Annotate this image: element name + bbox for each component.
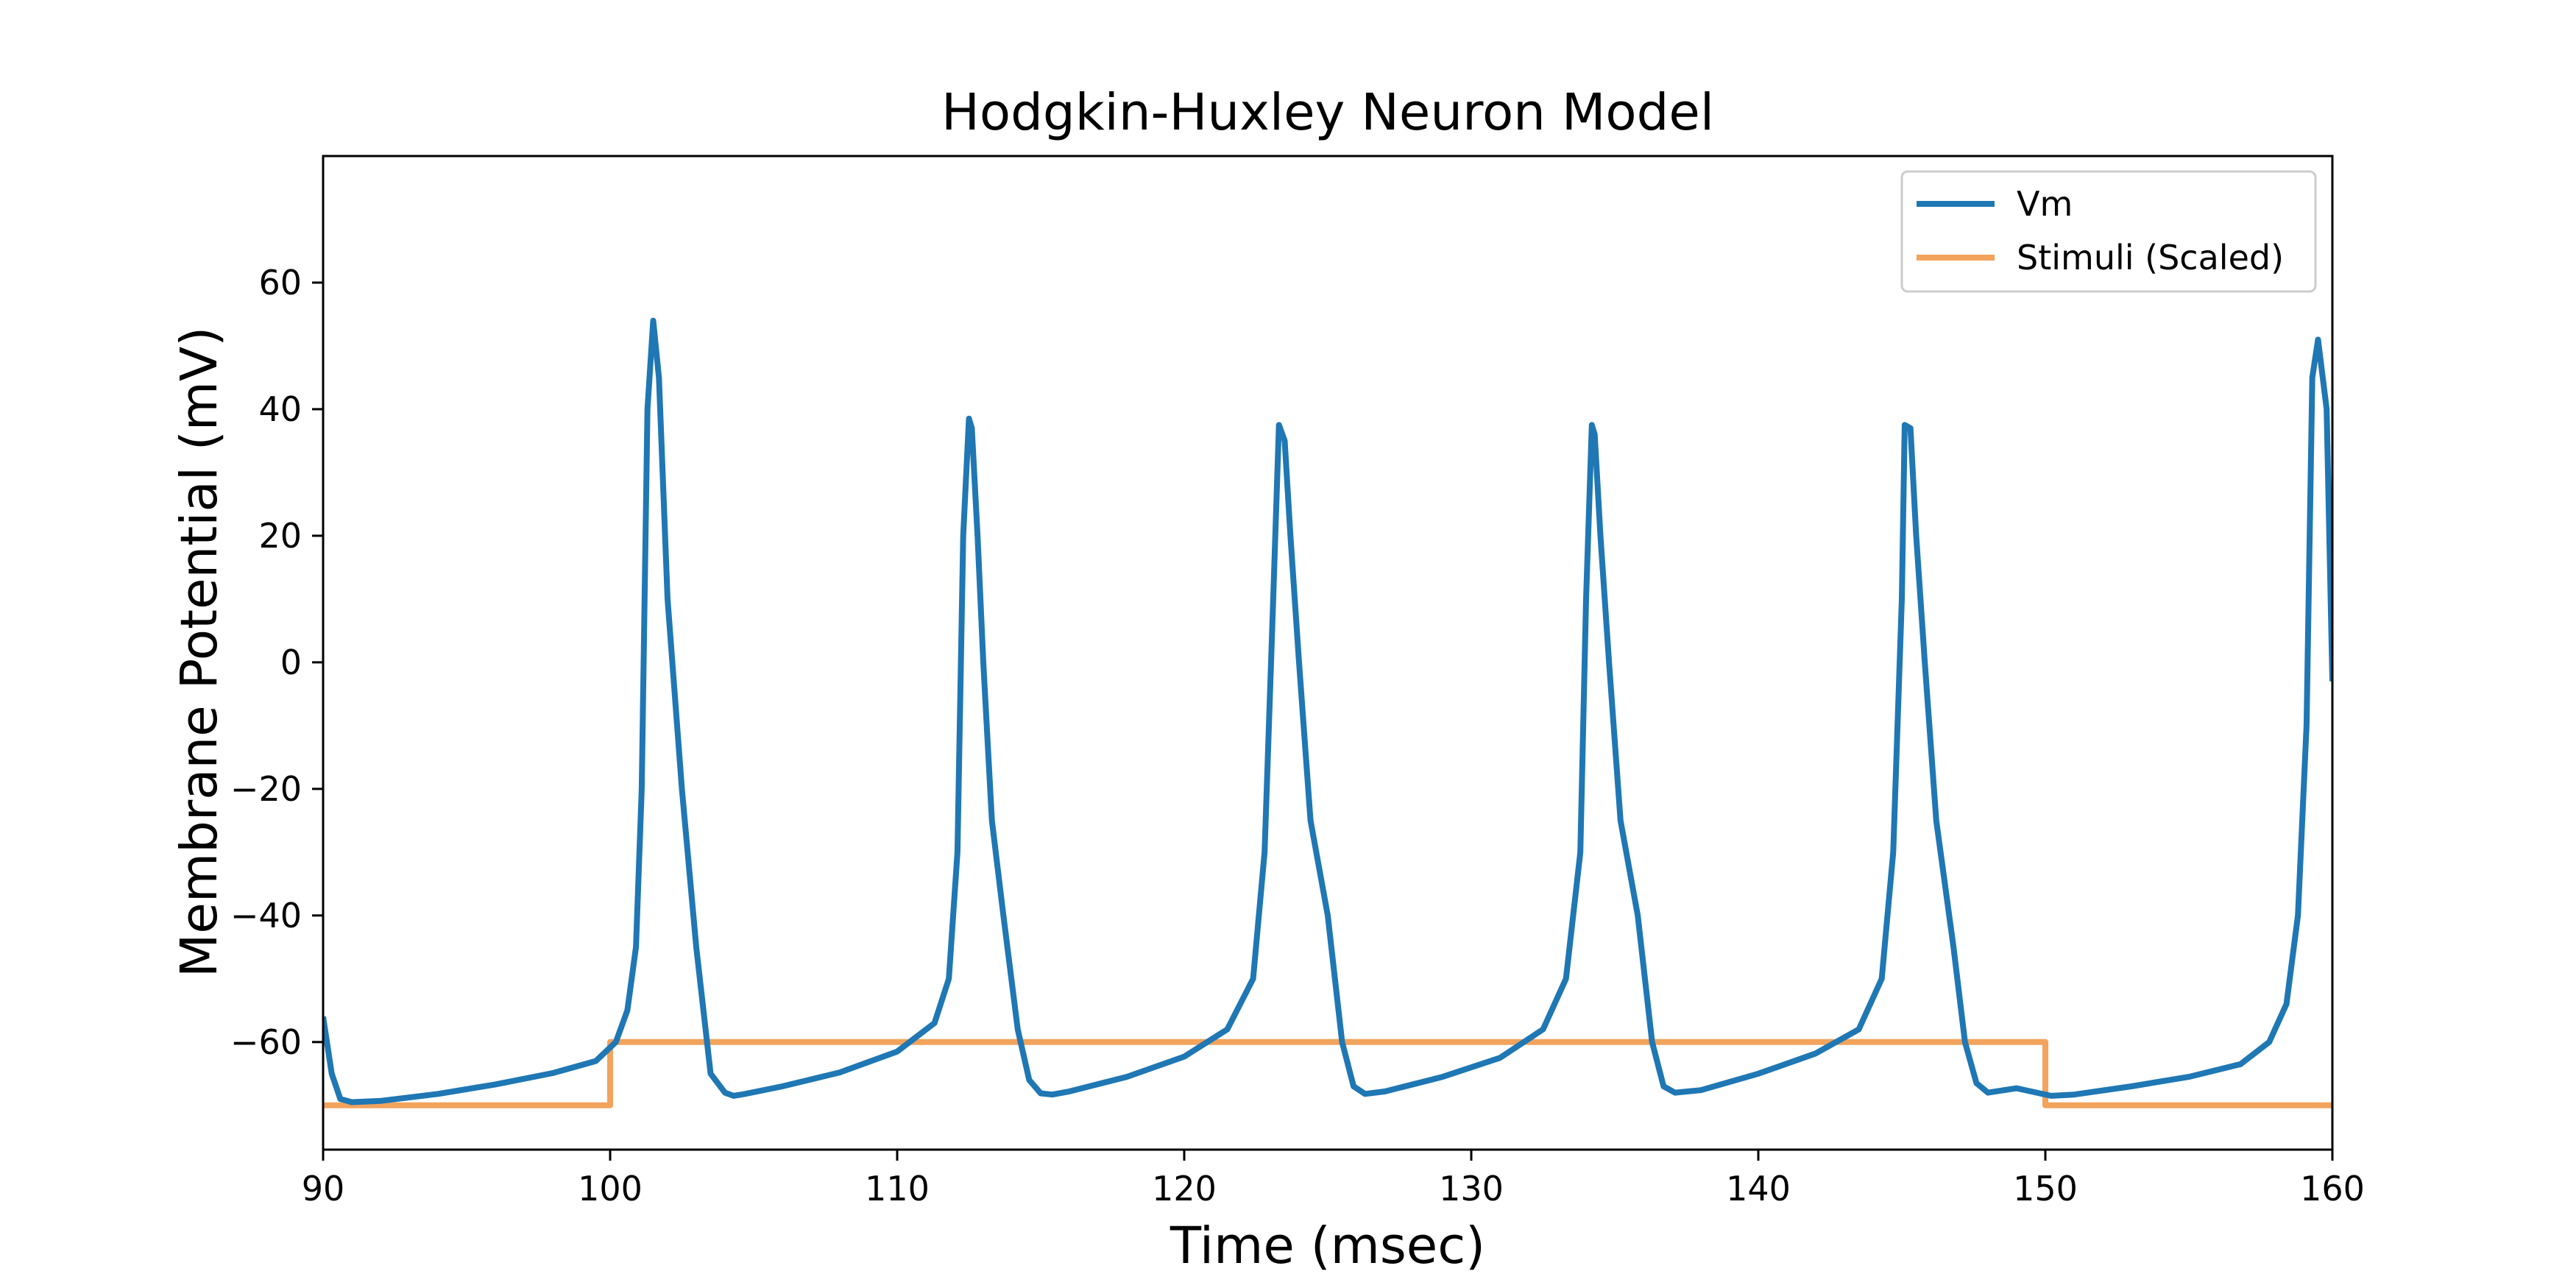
series-line-stimuli [323, 1038, 2332, 1108]
legend: Vm Stimuli (Scaled) [1900, 170, 2317, 293]
legend-label-vm: Vm [2017, 184, 2073, 224]
x-axis-ticks: 90 100 110 120 130 140 150 160 [302, 1150, 2365, 1209]
x-tick-label: 90 [302, 1169, 345, 1209]
y-tick-label: 0 [280, 643, 302, 682]
y-tick-label: −20 [230, 769, 302, 809]
x-tick-label: 130 [1439, 1169, 1504, 1209]
x-tick-label: 110 [865, 1169, 930, 1209]
plot-lines [323, 317, 2332, 1108]
x-tick-label: 160 [2300, 1169, 2365, 1209]
chart-title: Hodgkin-Huxley Neuron Model [941, 83, 1714, 142]
legend-label-stimuli: Stimuli (Scaled) [2017, 238, 2284, 277]
x-tick-label: 140 [1726, 1169, 1791, 1209]
y-tick-label: −60 [230, 1022, 302, 1062]
y-tick-label: −40 [230, 896, 302, 935]
x-tick-label: 120 [1152, 1169, 1217, 1209]
x-tick-label: 150 [2013, 1169, 2078, 1209]
x-tick-label: 100 [578, 1169, 643, 1209]
y-tick-label: 60 [258, 263, 302, 302]
plot-frame [322, 155, 2334, 1151]
legend-box [1900, 170, 2317, 293]
y-axis-ticks: −60 −40 −20 0 20 40 60 [230, 263, 323, 1062]
y-axis-label: Membrane Potential (mV) [170, 327, 229, 977]
y-tick-label: 40 [258, 389, 302, 429]
y-tick-label: 20 [258, 516, 302, 556]
series-line-vm [323, 317, 2332, 1105]
x-axis-label: Time (msec) [1170, 1217, 1485, 1275]
